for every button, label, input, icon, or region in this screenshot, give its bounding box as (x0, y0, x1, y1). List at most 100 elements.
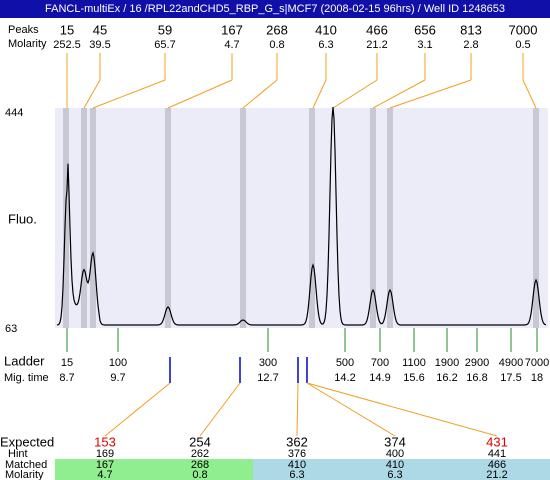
ladder-label: Ladder (4, 353, 45, 368)
ladder-size: 1100 (402, 357, 426, 369)
hint: 441 (488, 448, 506, 460)
ladder-size: 15 (61, 357, 73, 369)
expected-size: 153 (94, 434, 116, 449)
hint: 400 (386, 448, 404, 460)
peak-molarity: 6.3 (318, 39, 333, 51)
match-connector (306, 382, 396, 437)
peak-size: 15 (60, 22, 74, 37)
hint: 376 (288, 448, 306, 460)
peak-connector (522, 79, 537, 109)
y-tick-label: 444 (5, 107, 23, 119)
peak-size: 466 (366, 22, 388, 37)
peak-band (370, 108, 376, 328)
matched-molarity: 4.7 (97, 469, 112, 480)
peak-size: 45 (93, 22, 107, 37)
expected-size: 362 (286, 434, 308, 449)
matched-bg (55, 459, 253, 480)
title: FANCL-multiEx / 16 /RPL22andCHD5_RBP_G_s… (45, 3, 505, 15)
peak-band (90, 108, 96, 328)
peak-band (240, 108, 246, 328)
matched-molarity: 6.3 (289, 469, 304, 480)
ladder-size: 7000 (525, 357, 549, 369)
y-axis-label: Fluo. (8, 211, 37, 226)
hint: 169 (96, 448, 114, 460)
peak-size: 167 (221, 22, 243, 37)
ladder-time: 12.7 (257, 372, 278, 384)
peak-size: 268 (266, 22, 288, 37)
peak-molarity: 21.2 (366, 39, 387, 51)
peak-band (63, 108, 69, 328)
ladder-time: 14.2 (334, 372, 355, 384)
matched-molarity: 6.3 (387, 469, 402, 480)
peak-connector (92, 79, 166, 109)
row-label: Molarity (5, 469, 44, 480)
matched-bg (253, 459, 550, 480)
y-tick-label: 63 (5, 323, 17, 335)
matched: 466 (488, 459, 506, 471)
ladder-size: 1900 (435, 357, 459, 369)
peak-band (165, 108, 171, 328)
matched: 268 (191, 459, 209, 471)
ladder-time: 16.8 (466, 372, 487, 384)
ladder-time: 17.5 (500, 372, 521, 384)
peak-connector (83, 79, 101, 109)
ladder-time: 18 (531, 372, 543, 384)
row-label: Hint (8, 448, 28, 460)
peak-molarity: 2.8 (463, 39, 478, 51)
peak-connector (312, 79, 327, 109)
expected-size: 374 (384, 434, 406, 449)
peak-molarity: 3.1 (417, 39, 432, 51)
peak-band (533, 108, 539, 328)
ladder-size: 500 (336, 357, 354, 369)
ladder-size: 300 (259, 357, 277, 369)
ladder-size: 100 (109, 357, 127, 369)
peak-size: 656 (414, 22, 436, 37)
row-label: Expected (0, 434, 54, 449)
migtime-label: Mig. time (4, 372, 49, 384)
ladder-size: 700 (371, 357, 389, 369)
ladder-time: 8.7 (59, 372, 74, 384)
peak-connector (389, 79, 472, 109)
ladder-time: 9.7 (110, 372, 125, 384)
peak-connector (242, 79, 278, 109)
peak-connector (372, 79, 426, 109)
peak-connector (332, 79, 378, 109)
title-bar (0, 0, 550, 18)
hint: 262 (191, 448, 209, 460)
peak-band (309, 108, 315, 328)
peak-band (387, 108, 393, 328)
ladder-time: 14.9 (369, 372, 390, 384)
peak-size: 59 (158, 22, 172, 37)
matched: 410 (288, 459, 306, 471)
matched-molarity: 0.8 (192, 469, 207, 480)
peaks-label: Peaks (8, 24, 39, 36)
peak-molarity: 0.8 (269, 39, 284, 51)
ladder-size: 4900 (499, 357, 523, 369)
peak-band (81, 108, 87, 328)
match-connector (199, 382, 241, 437)
ladder-time: 16.2 (436, 372, 457, 384)
matched: 167 (96, 459, 114, 471)
peak-molarity: 252.5 (53, 39, 81, 51)
peak-size: 7000 (509, 22, 538, 37)
matched-molarity: 21.2 (486, 469, 507, 480)
row-label: Matched (5, 459, 47, 471)
expected-size: 431 (486, 434, 508, 449)
peak-molarity: 65.7 (154, 39, 175, 51)
match-connector (306, 382, 498, 437)
peak-size: 410 (315, 22, 337, 37)
match-connector (296, 382, 299, 437)
peak-size: 813 (460, 22, 482, 37)
plot-area (55, 108, 548, 328)
peaks-molarity-label: Molarity (8, 38, 47, 50)
trace (56, 106, 547, 326)
matched: 410 (386, 459, 404, 471)
peak-molarity: 39.5 (89, 39, 110, 51)
ladder-time: 15.6 (403, 372, 424, 384)
peak-connector (167, 79, 233, 109)
ladder-size: 2900 (465, 357, 489, 369)
match-connector (104, 382, 171, 437)
expected-size: 254 (189, 434, 211, 449)
peak-molarity: 0.5 (515, 39, 530, 51)
